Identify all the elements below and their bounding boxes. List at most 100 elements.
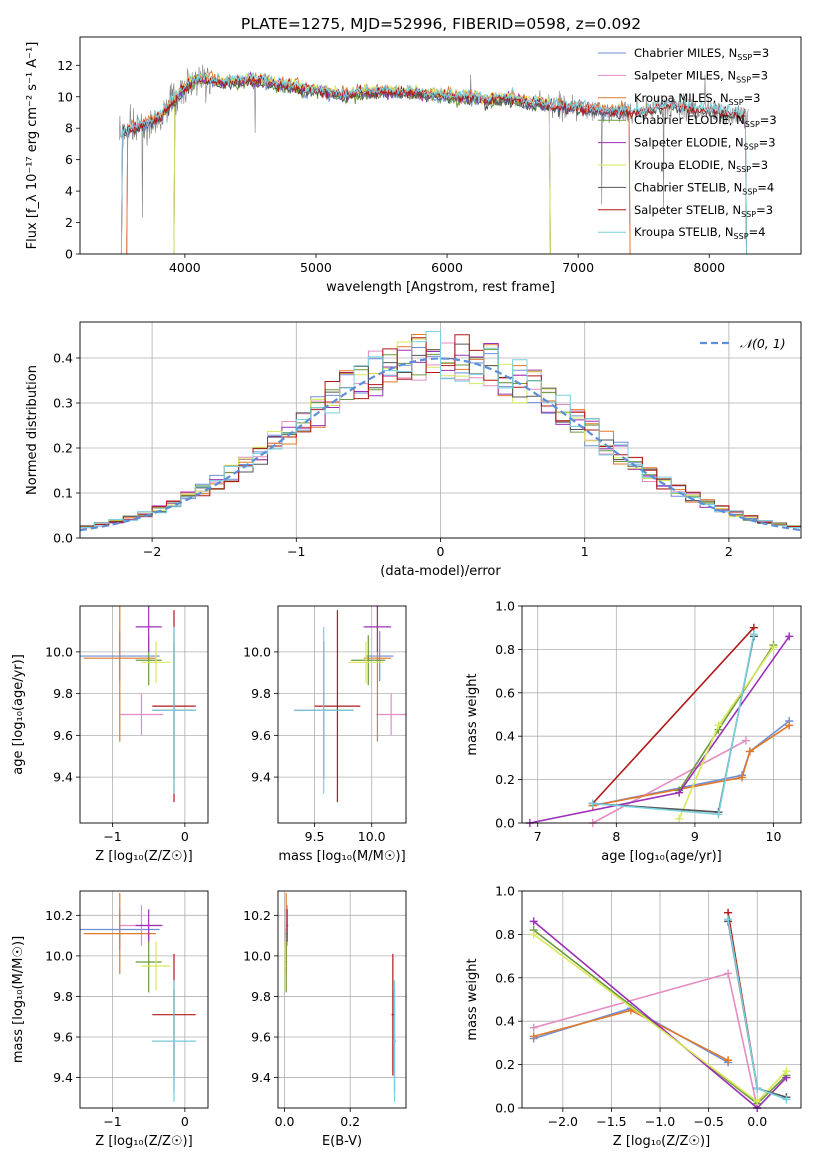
y-tick-label: 2 <box>65 215 73 230</box>
legend-subscript: SSP <box>736 75 751 84</box>
y-tick-label: 10.0 <box>45 644 73 659</box>
x-tick-label: 0 <box>437 544 445 559</box>
y-tick-label: 9.4 <box>53 770 73 785</box>
y-tick-label: 0.6 <box>495 685 515 700</box>
weight-marker-salpeter-miles <box>741 736 750 745</box>
y-tick-label: 10.0 <box>243 948 271 963</box>
y-tick-label: 0.4 <box>495 1014 515 1029</box>
y-tick-label: 9.4 <box>53 1070 73 1085</box>
x-tick-label: −1.5 <box>596 1114 626 1129</box>
weight-marker-salpeter-elodie <box>529 917 538 926</box>
axes-frame <box>79 321 802 539</box>
legend-n: =3 <box>744 91 761 105</box>
y-tick-label: 8 <box>65 121 73 136</box>
x-axis-label: (data-model)/error <box>380 564 501 579</box>
legend-label: Chabrier ELODIE, N <box>634 113 745 127</box>
x-axis-label: Z [log₁₀(Z/Z☉)] <box>95 1134 192 1149</box>
x-tick-label: 0.2 <box>340 1114 360 1129</box>
legend-label: Kroupa ELODIE, N <box>634 158 736 172</box>
weight-line-salpeter-miles <box>533 972 759 1109</box>
weight-marker-kroupa-stelib <box>724 915 733 924</box>
x-tick-label: −1.0 <box>645 1114 675 1129</box>
y-tick-label: 0.0 <box>53 531 73 546</box>
legend-subscript: SSP <box>741 210 756 219</box>
x-tick-label: 4000 <box>169 260 201 275</box>
x-axis-label: age [log₁₀(age/yr)] <box>601 849 722 864</box>
legend-subscript: SSP <box>745 120 760 129</box>
weight-line-chabrier-miles <box>592 720 790 807</box>
weight-line-salpeter-stelib <box>592 627 755 805</box>
x-tick-label: 7000 <box>562 260 594 275</box>
legend-n: =3 <box>752 46 769 60</box>
y-tick-label: 0.2 <box>495 772 515 787</box>
weight-line-salpeter-miles <box>592 739 747 824</box>
x-tick-label: −0.5 <box>693 1114 723 1129</box>
weight-marker-kroupa-stelib <box>749 630 758 639</box>
x-tick-label: 0.0 <box>275 1114 295 1129</box>
axes-frame <box>521 605 802 824</box>
weight-line-kroupa-miles <box>592 724 790 807</box>
y-tick-label: 0.8 <box>495 927 515 942</box>
legend-n: =3 <box>751 158 768 172</box>
y-tick-label: 0.4 <box>53 351 73 366</box>
legend-entry: Chabrier ELODIE, NSSP=3 <box>634 113 777 129</box>
weight-marker-salpeter-elodie <box>785 632 794 641</box>
y-tick-label: 10.2 <box>243 908 271 923</box>
y-tick-label: 0.0 <box>495 1101 515 1116</box>
weight-marker-kroupa-stelib <box>753 1084 762 1093</box>
y-tick-label: 10.0 <box>45 948 73 963</box>
x-axis-label: Z [log₁₀(Z/Z☉)] <box>95 849 192 864</box>
legend-normal-label: 𝒩(0, 1) <box>740 336 786 351</box>
y-tick-label: 1.0 <box>495 884 515 899</box>
legend-n: =4 <box>757 180 774 194</box>
weight-marker-kroupa-stelib <box>714 810 723 819</box>
y-tick-label: 9.6 <box>53 1030 73 1045</box>
weight-marker-kroupa-miles <box>785 721 794 730</box>
y-tick-label: 0.2 <box>495 1057 515 1072</box>
x-tick-label: 9.5 <box>305 829 325 844</box>
spectrum-panel: 4000 5000 6000 7000 8000 0 2 4 6 8 10 12 wavelength … <box>25 36 802 295</box>
y-tick-label: 1.0 <box>495 599 515 614</box>
x-tick-label: 0 <box>181 829 189 844</box>
x-tick-label: 10.0 <box>358 829 386 844</box>
legend-entry: Kroupa MILES, NSSP=3 <box>634 91 760 107</box>
weight-marker-kroupa-elodie <box>753 1097 762 1106</box>
legend-label: Salpeter STELIB, N <box>634 203 741 217</box>
mass-vs-metallicity-panel: −1 0 9.4 9.6 9.8 10.0 10.2 Z [log₁₀(Z/Z☉)] mass … <box>11 890 209 1149</box>
y-tick-label: 10.2 <box>45 908 73 923</box>
legend-label: Salpeter MILES, N <box>634 68 736 82</box>
legend-label: Kroupa MILES, N <box>634 91 729 105</box>
y-tick-label: 9.8 <box>251 686 271 701</box>
weight-marker-kroupa-elodie <box>782 1067 791 1076</box>
x-tick-label: −1 <box>103 1114 121 1129</box>
y-tick-label: 0.0 <box>495 816 515 831</box>
age-vs-metallicity-panel: −1 0 9.4 9.6 9.8 10.0 Z [log₁₀(Z/Z☉)] age [log₁… <box>11 605 209 864</box>
x-axis-label: Z [log₁₀(Z/Z☉)] <box>613 1134 710 1149</box>
legend-n: =3 <box>759 136 776 150</box>
x-tick-label: 8 <box>612 829 620 844</box>
legend-entry: Kroupa STELIB, NSSP=4 <box>634 225 765 241</box>
y-tick-label: 12 <box>57 58 73 73</box>
axes-frame <box>79 605 209 824</box>
legend-entry: Salpeter STELIB, NSSP=3 <box>634 203 773 219</box>
legend-label: Chabrier STELIB, N <box>634 180 742 194</box>
y-axis-label: Flux [f_λ 10⁻¹⁷ erg cm⁻² s⁻¹ A⁻¹] <box>25 42 40 250</box>
axes-frame <box>521 890 802 1109</box>
y-tick-label: 9.8 <box>53 686 73 701</box>
weight-marker-salpeter-miles <box>724 969 733 978</box>
x-tick-label: 7 <box>534 829 542 844</box>
x-tick-label: 0.0 <box>747 1114 767 1129</box>
legend-n: =3 <box>760 113 777 127</box>
y-axis-label: age [log₁₀(age/yr)] <box>11 654 26 775</box>
legend-entry: Salpeter ELODIE, NSSP=3 <box>634 136 776 152</box>
y-tick-label: 10 <box>57 89 73 104</box>
axes-frame <box>79 890 209 1109</box>
y-tick-label: 0.6 <box>495 970 515 985</box>
age-vs-mass-panel: 9.5 10.0 9.4 9.6 9.8 10.0 mass [log₁₀(M/M☉)] <box>243 605 407 864</box>
y-axis-label: mass [log₁₀(M/M☉)] <box>11 936 26 1063</box>
legend-n: =4 <box>749 225 766 239</box>
x-axis-label: wavelength [Angstrom, rest frame] <box>326 280 555 295</box>
legend-label: Kroupa STELIB, N <box>634 225 734 239</box>
weight-marker-salpeter-elodie <box>675 788 684 797</box>
